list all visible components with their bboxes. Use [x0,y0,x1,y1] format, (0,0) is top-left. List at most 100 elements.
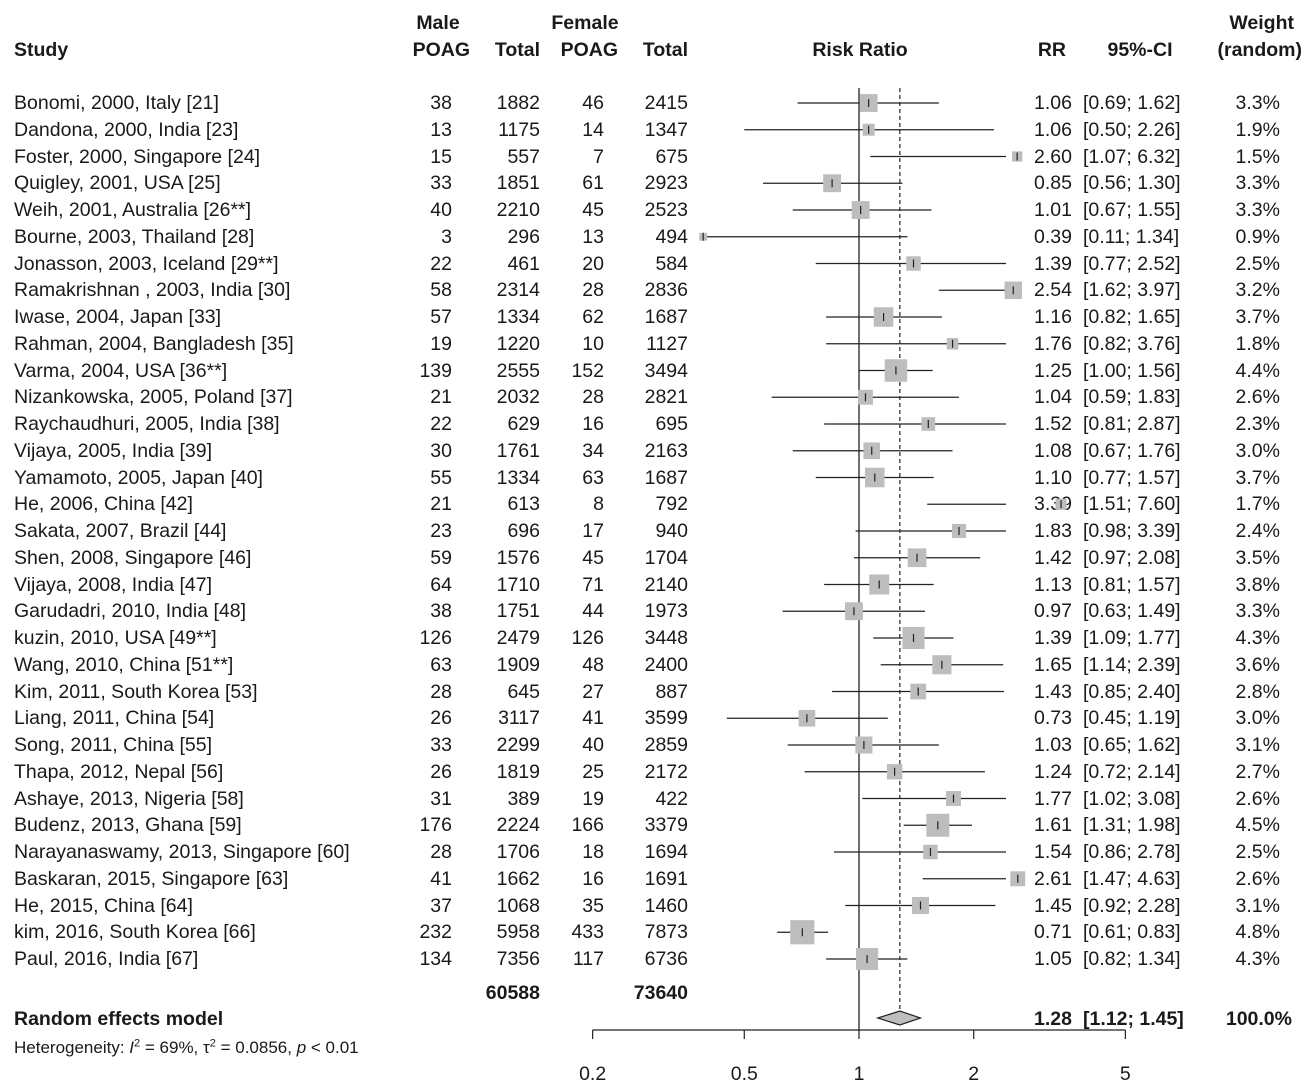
summary-weight: 100.0% [1225,1008,1292,1030]
female-poag: 10 [582,332,604,355]
x-tick-label: 0.2 [579,1063,606,1084]
weight-value: 3.3% [1235,600,1280,623]
study-name: Jonasson, 2003, Iceland [29**] [14,252,279,275]
female-poag: 45 [582,199,604,221]
weight-value: 2.5% [1235,252,1280,275]
ci-value: [0.98; 3.39] [1083,520,1181,542]
female-poag: 18 [582,841,604,863]
rr-value: 1.08 [1034,439,1072,462]
ci-value: [0.81; 2.87] [1083,413,1181,435]
female-total: 1127 [646,332,688,355]
weight-value: 3.1% [1235,894,1280,917]
male-poag: 22 [430,413,452,435]
male-poag: 38 [430,600,452,623]
female-total: 1704 [644,546,688,569]
male-total: 613 [507,493,540,516]
weight-value: 0.9% [1235,225,1280,248]
female-total: 2523 [644,199,688,221]
header-female-total: Total [642,39,688,61]
male-total: 2210 [496,199,540,221]
female-total: 887 [655,680,688,703]
female-poag: 14 [582,118,604,141]
female-total: 494 [655,225,688,248]
female-total: 1691 [644,867,688,890]
female-poag: 63 [582,466,604,489]
male-total: 1175 [498,118,540,141]
female-total: 2859 [644,734,688,756]
male-poag: 31 [430,787,452,810]
female-total: 2415 [644,92,688,114]
study-name: Shen, 2008, Singapore [46] [14,546,252,569]
ci-value: [1.09; 1.77] [1083,627,1181,649]
study-name: Song, 2011, China [55] [14,734,213,756]
ci-value: [1.14; 2.39] [1083,653,1181,676]
female-poag: 152 [571,359,604,382]
female-total: 1687 [644,306,688,328]
male-total: 1761 [496,439,540,462]
ci-value: [1.31; 1.98] [1083,814,1181,837]
weight-value: 4.3% [1235,627,1280,649]
study-name: Nizankowska, 2005, Poland [37] [14,386,293,409]
male-poag: 3 [441,225,452,248]
female-total: 3494 [644,359,688,382]
male-total: 1334 [496,466,540,489]
female-poag: 45 [582,546,604,569]
rr-value: 1.43 [1034,680,1072,703]
weight-value: 3.7% [1235,466,1280,489]
female-total: 940 [655,520,688,542]
female-poag: 19 [582,787,604,810]
study-name: Paul, 2016, India [67] [14,948,199,970]
ci-value: [0.59; 1.83] [1083,386,1181,409]
rr-value: 1.76 [1034,332,1072,355]
male-poag: 28 [430,680,452,703]
weight-value: 1.7% [1235,493,1280,516]
rr-value: 2.60 [1034,145,1072,168]
female-poag: 17 [582,520,604,542]
male-total: 1334 [496,306,540,328]
male-total: 1819 [496,760,540,783]
header-weight: Weight [1229,12,1294,34]
summary-label: Random effects model [14,1008,224,1030]
rr-value: 1.77 [1034,787,1072,810]
weight-value: 3.3% [1235,92,1280,114]
rr-value: 1.54 [1034,841,1072,863]
female-poag: 48 [582,653,604,676]
study-name: Ramakrishnan , 2003, India [30] [14,279,291,302]
male-poag: 19 [430,332,452,355]
female-total: 3599 [644,707,688,730]
ci-value: [1.47; 4.63] [1083,867,1181,890]
female-total: 792 [655,493,688,516]
weight-value: 1.5% [1235,145,1280,168]
ci-value: [0.65; 1.62] [1083,734,1181,756]
female-poag: 28 [582,279,604,302]
female-poag: 61 [582,172,604,195]
female-total: 1694 [644,841,688,863]
study-name: kim, 2016, South Korea [66] [14,921,256,944]
female-poag: 117 [572,948,604,970]
x-tick-label: 5 [1120,1063,1131,1084]
header-male-poag: POAG [412,39,470,61]
ci-value: [0.72; 2.14] [1083,760,1181,783]
study-name: Rahman, 2004, Bangladesh [35] [14,332,294,355]
female-poag: 34 [582,439,604,462]
weight-value: 1.8% [1235,332,1280,355]
male-total: 1068 [496,894,540,917]
weight-value: 2.5% [1235,841,1280,863]
x-tick-label: 0.5 [731,1063,758,1084]
total-female: 73640 [633,982,688,1004]
male-poag: 134 [419,948,452,970]
male-poag: 59 [430,546,452,569]
male-total: 1576 [496,546,540,569]
male-poag: 58 [430,279,452,302]
weight-value: 2.3% [1235,413,1280,435]
male-poag: 33 [430,172,452,195]
female-poag: 20 [582,252,604,275]
study-name: Dandona, 2000, India [23] [14,118,239,141]
female-poag: 25 [582,760,604,783]
study-name: Liang, 2011, China [54] [14,707,215,730]
rr-value: 1.10 [1034,466,1072,489]
female-poag: 62 [582,306,604,328]
weight-value: 4.3% [1235,948,1280,970]
summary-diamond [875,1010,923,1026]
